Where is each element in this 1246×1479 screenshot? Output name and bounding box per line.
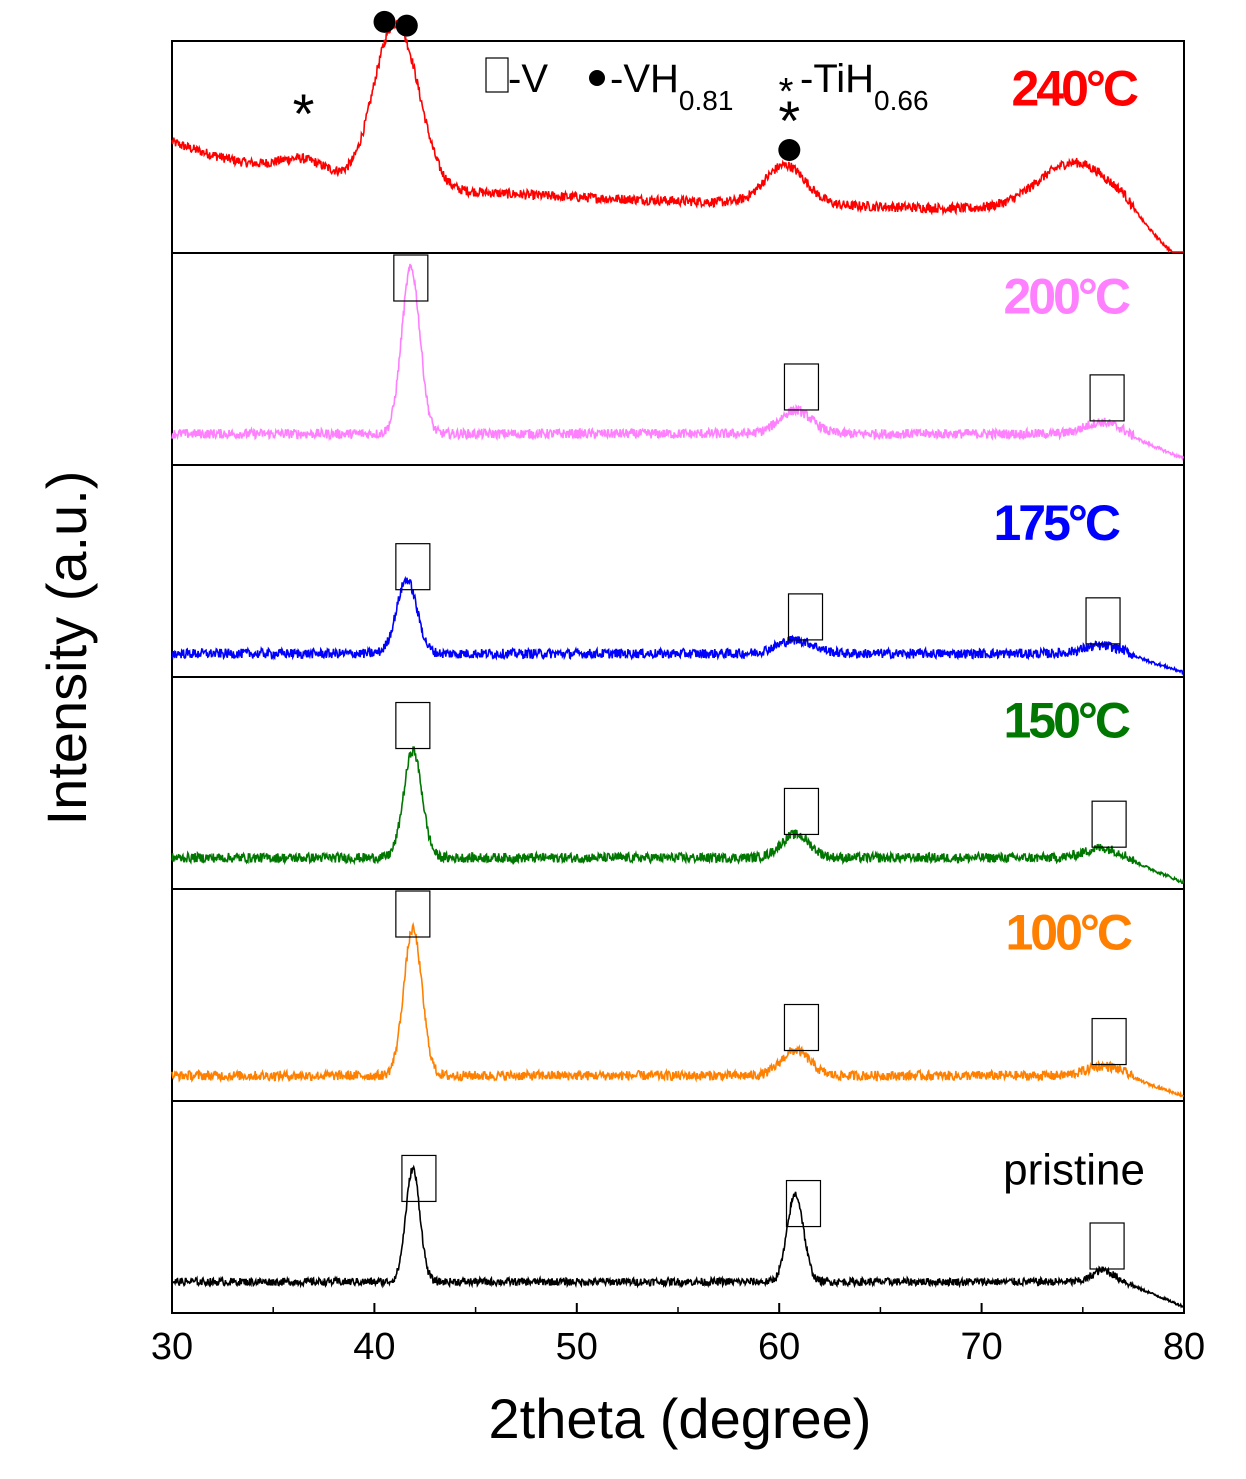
- labels-layer: 240°C 200°C 175°C 150°C 100°C pristine: [993, 61, 1145, 1195]
- series-line-1: [171, 263, 1185, 462]
- legend-label: -V: [508, 57, 548, 101]
- series-line-3: [171, 745, 1185, 884]
- phase-v-marker: [783, 1003, 820, 1052]
- legend-circle-icon: [589, 70, 605, 86]
- x-tick-label: 80: [1163, 1326, 1205, 1368]
- x-tick-label: 40: [353, 1326, 395, 1368]
- phase-v-marker: [395, 701, 431, 750]
- series-line-2: [171, 575, 1185, 676]
- series-line-0: [171, 20, 1184, 254]
- legend-asterisk-icon: *: [779, 71, 794, 113]
- series-line-5: [171, 1164, 1185, 1309]
- legend-square-icon: [485, 57, 509, 93]
- x-tick-label: 30: [151, 1326, 193, 1368]
- panels: [171, 40, 1185, 1314]
- legend: -V -VH0.81 * -TiH0.66: [485, 57, 929, 116]
- series-layer: [171, 20, 1185, 1309]
- markers-layer: ***: [293, 0, 1127, 1270]
- series-label-0: 240°C: [1011, 61, 1137, 117]
- phase-v-marker: [1089, 1222, 1125, 1270]
- phase-tih-marker: *: [778, 89, 800, 152]
- phase-v-marker: [1085, 597, 1121, 645]
- phase-tih-marker: *: [384, 0, 406, 4]
- phase-v-marker: [787, 593, 824, 641]
- phase-vh-marker: [778, 139, 801, 162]
- phase-v-marker: [783, 787, 820, 836]
- x-axis: 30 40 50 60 70 80: [151, 1303, 1205, 1368]
- series-label-4: 100°C: [1005, 904, 1131, 960]
- phase-v-marker: [401, 1154, 437, 1203]
- y-axis-title: Intensity (a.u.): [35, 471, 98, 826]
- phase-vh-marker: [395, 14, 418, 37]
- series-line-4: [171, 921, 1184, 1098]
- phase-v-marker: [1091, 1017, 1127, 1066]
- legend-label: -TiH0.66: [800, 57, 929, 116]
- phase-tih-marker: *: [293, 82, 315, 145]
- phase-v-marker: [393, 254, 429, 302]
- phase-v-marker: [785, 1179, 822, 1228]
- x-tick-label: 70: [960, 1326, 1002, 1368]
- phase-v-marker: [783, 363, 820, 411]
- phase-v-marker: [1089, 374, 1125, 422]
- legend-label: -VH0.81: [610, 57, 733, 116]
- phase-v-marker: [1091, 800, 1127, 848]
- phase-v-marker: [395, 543, 431, 591]
- x-tick-label: 60: [758, 1326, 800, 1368]
- series-label-3: 150°C: [1003, 692, 1129, 748]
- phase-v-marker: [395, 890, 431, 938]
- phase-vh-marker: [373, 10, 396, 33]
- x-axis-title: 2theta (degree): [489, 1387, 872, 1450]
- series-label-5: pristine: [1003, 1146, 1145, 1195]
- series-label-2: 175°C: [993, 495, 1119, 551]
- series-label-1: 200°C: [1003, 268, 1129, 324]
- x-tick-label: 50: [556, 1326, 598, 1368]
